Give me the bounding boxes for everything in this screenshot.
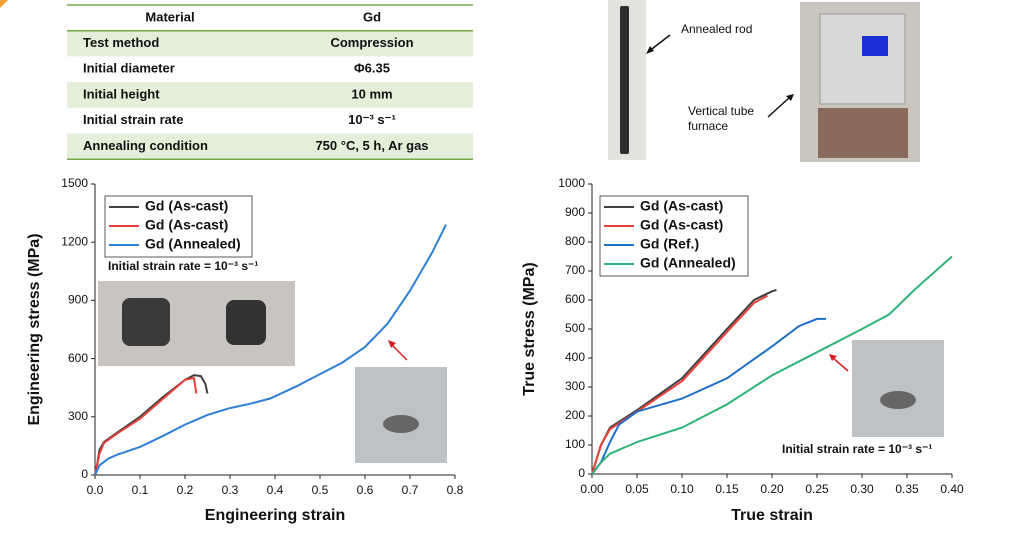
series-line [591, 288, 777, 475]
table-cell: Material [145, 9, 194, 24]
x-tick-label: 0.7 [402, 483, 419, 497]
x-tick-label: 0.5 [312, 483, 329, 497]
series-line [94, 224, 447, 476]
x-tick-label: 0.20 [760, 482, 784, 496]
x-tick-label: 0.15 [715, 482, 739, 496]
y-tick-label: 600 [565, 292, 585, 306]
table-cell: 10⁻³ s⁻¹ [348, 112, 396, 127]
table-cell: 750 °C, 5 h, Ar gas [315, 138, 428, 153]
x-tick-label: 0.3 [222, 483, 239, 497]
furnace-body [819, 13, 906, 105]
table-row [67, 107, 473, 134]
test-sample [880, 391, 916, 409]
series-line [591, 255, 953, 475]
x-tick-label: 0.05 [625, 482, 649, 496]
y-tick-label: 600 [68, 351, 88, 365]
x-tick-label: 0.25 [805, 482, 829, 496]
table-cell: Gd [363, 9, 381, 24]
x-tick-label: 0.8 [447, 483, 464, 497]
y-tick-label: 300 [565, 379, 585, 393]
annotation: Initial strain rate = 10⁻³ s⁻¹ [108, 259, 258, 273]
sample [122, 298, 170, 346]
y-tick-label: 1000 [558, 176, 585, 190]
series-line [591, 294, 768, 475]
x-tick-label: 0.1 [132, 483, 149, 497]
table-row [67, 30, 473, 57]
corner-mark [0, 0, 8, 8]
photo-label: Vertical tube furnace [688, 104, 755, 133]
table-cell: Annealing condition [83, 138, 208, 153]
y-tick-label: 400 [565, 350, 585, 364]
table-cell: Φ6.35 [354, 61, 390, 76]
x-tick-label: 0.6 [357, 483, 374, 497]
series-line [591, 317, 826, 475]
table-row [67, 82, 473, 108]
legend-label: Gd (Annealed) [640, 255, 736, 271]
x-tick-label: 0.0 [87, 483, 104, 497]
arrow [767, 96, 791, 118]
x-tick-label: 0.10 [670, 482, 694, 496]
arrow-head [388, 340, 396, 348]
x-tick-label: 0.4 [267, 483, 284, 497]
y-tick-label: 300 [68, 409, 88, 423]
furnace-part [862, 36, 888, 56]
table-cell: Test method [83, 35, 159, 50]
legend-label: Gd (As-cast) [640, 198, 723, 214]
x-tick-label: 0.2 [177, 483, 194, 497]
annotation: Initial strain rate = 10⁻³ s⁻¹ [782, 442, 932, 456]
y-axis-label: Engineering stress (MPa) [26, 233, 43, 425]
series-line [94, 376, 198, 476]
table-cell: 10 mm [351, 86, 392, 101]
table-cell: Initial height [83, 86, 160, 101]
furnace-base [818, 108, 908, 158]
arrow-head [646, 46, 654, 54]
legend-box [599, 195, 749, 277]
table-cell: Compression [330, 35, 413, 50]
legend-label: Gd (As-cast) [640, 217, 723, 233]
table-row [67, 133, 473, 160]
y-tick-label: 1500 [61, 176, 88, 190]
y-tick-label: 700 [565, 263, 585, 277]
rod [620, 6, 629, 154]
test-photo [852, 340, 944, 437]
x-axis-label: True strain [731, 507, 813, 524]
y-tick-label: 900 [565, 205, 585, 219]
legend-label: Gd (Ref.) [640, 236, 699, 252]
x-tick-label: 0.00 [580, 482, 604, 496]
table-row [67, 56, 473, 83]
y-tick-label: 0 [81, 467, 88, 481]
y-tick-label: 800 [565, 234, 585, 248]
table-cell: Initial diameter [83, 61, 175, 76]
y-axis-label: True stress (MPa) [521, 262, 538, 395]
x-tick-label: 0.40 [940, 482, 964, 496]
x-axis-label: Engineering strain [205, 507, 345, 524]
series-line [94, 374, 209, 476]
y-tick-label: 0 [578, 466, 585, 480]
legend-label: Gd (As-cast) [145, 198, 228, 214]
arrow-head [829, 354, 837, 361]
photo-label: Annealed rod [681, 22, 752, 36]
arrow [831, 356, 849, 372]
sample [226, 300, 266, 345]
table-cell: Initial strain rate [83, 112, 183, 127]
x-tick-label: 0.35 [895, 482, 919, 496]
y-tick-label: 200 [565, 408, 585, 422]
y-tick-label: 1200 [61, 234, 88, 248]
legend-label: Gd (As-cast) [145, 217, 228, 233]
test-sample [383, 415, 419, 433]
legend-label: Gd (Annealed) [145, 236, 241, 252]
y-tick-label: 900 [68, 293, 88, 307]
x-tick-label: 0.30 [850, 482, 874, 496]
table-row [67, 5, 473, 31]
y-tick-label: 100 [565, 437, 585, 451]
arrow-head [786, 94, 794, 101]
y-tick-label: 500 [565, 321, 585, 335]
